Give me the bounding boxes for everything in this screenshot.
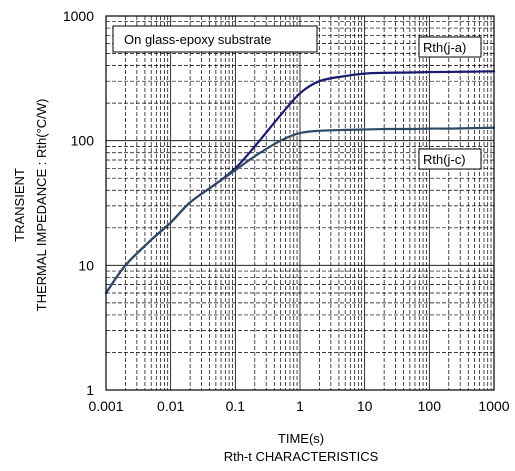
x-tick-label: 1: [296, 398, 304, 414]
x-axis-title: TIME(s): [278, 431, 324, 446]
x-tick-label: 100: [418, 398, 442, 414]
x-tick-labels: 0.001 0.01 0.1 1 10 100 1000: [88, 398, 509, 414]
y-axis-title-line2: THERMAL IMPEDANCE : Rth(°C/W): [34, 99, 49, 312]
annotation-text: On glass-epoxy substrate: [124, 32, 271, 47]
x-tick-label: 1000: [478, 398, 509, 414]
y-axis-title-line1: TRANSIENT: [12, 168, 27, 242]
series-label-rth-jc: Rth(j-c): [423, 152, 466, 167]
series-line-rth-jc: [104, 126, 496, 295]
y-tick-labels: 1 10 100 1000: [63, 8, 94, 398]
annotation-box: On glass-epoxy substrate: [112, 25, 318, 53]
y-tick-label: 10: [78, 257, 94, 273]
legend-rth-ja: Rth(j-a): [418, 36, 482, 58]
plot-frame: [105, 15, 495, 391]
x-tick-label: 0.001: [88, 398, 123, 414]
series-layer: [104, 70, 496, 295]
major-grid: [106, 16, 494, 390]
y-tick-label: 1000: [63, 8, 94, 24]
x-tick-label: 10: [357, 398, 373, 414]
legend-rth-jc: Rth(j-c): [418, 148, 482, 170]
y-tick-label: 1: [86, 382, 94, 398]
x-tick-label: 0.01: [157, 398, 184, 414]
y-tick-label: 100: [71, 133, 95, 149]
chart-caption: Rth-t CHARACTERISTICS: [224, 449, 379, 464]
series-label-rth-ja: Rth(j-a): [423, 40, 466, 55]
x-tick-label: 0.1: [226, 398, 246, 414]
